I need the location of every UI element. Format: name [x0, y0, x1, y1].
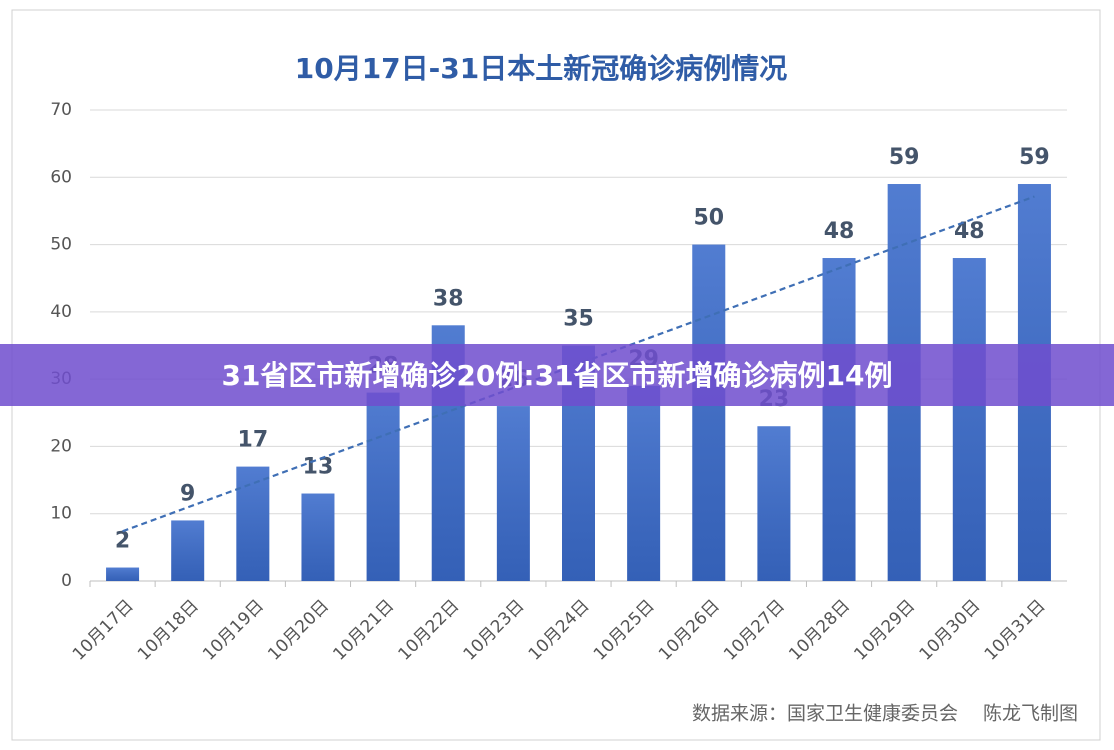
bar-shade: [627, 385, 661, 581]
data-label: 59: [1019, 145, 1050, 170]
data-label: 2: [115, 529, 130, 554]
data-label: 48: [824, 219, 855, 244]
data-label: 38: [433, 286, 464, 311]
bar-shade: [952, 258, 986, 581]
bar-shade: [236, 466, 270, 581]
banner: [0, 344, 1114, 406]
data-label: 48: [954, 219, 985, 244]
bar-shade: [106, 567, 140, 581]
chart-title: 10月17日-31日本土新冠确诊病例情况: [295, 52, 788, 85]
bar-shade: [496, 406, 530, 581]
bar-shade: [757, 426, 791, 581]
bar-shade: [822, 258, 856, 581]
data-label: 9: [180, 481, 195, 506]
bar-shade: [171, 520, 205, 581]
y-tick-label: 40: [50, 302, 72, 322]
bar-shade: [366, 392, 400, 581]
data-label: 35: [563, 307, 594, 332]
data-label: 50: [693, 206, 724, 231]
y-tick-label: 10: [50, 504, 72, 524]
bar-shade: [692, 244, 726, 582]
source-note: 数据来源：国家卫生健康委员会 陈龙飞制图: [692, 703, 1078, 725]
y-tick-label: 70: [50, 100, 72, 120]
y-tick-label: 0: [61, 571, 72, 591]
data-label: 13: [303, 455, 334, 480]
bar-shade: [301, 493, 335, 581]
y-tick-label: 20: [50, 436, 72, 456]
data-label: 59: [889, 145, 920, 170]
y-tick-label: 50: [50, 235, 72, 255]
data-label: 17: [238, 428, 269, 453]
banner-text: 31省区市新增确诊20例:31省区市新增确诊病例14例: [221, 359, 892, 392]
y-tick-label: 60: [50, 167, 72, 187]
